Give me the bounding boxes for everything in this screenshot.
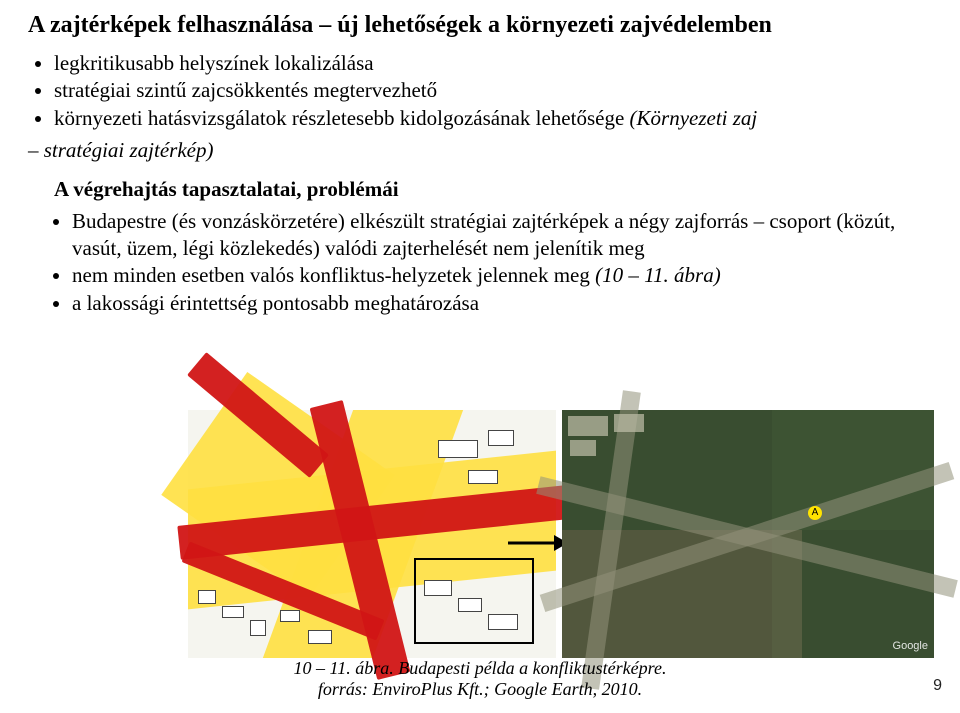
subheading: A végrehajtás tapasztalatai, problémái: [54, 177, 932, 202]
caption-line: forrás: EnviroPlus Kft.; Google Earth, 2…: [318, 679, 642, 699]
slide-title: A zajtérképek felhasználása – új lehetős…: [28, 10, 932, 40]
page-number: 9: [933, 677, 942, 695]
building: [198, 590, 216, 604]
building: [222, 606, 244, 618]
bullet-item: nem minden esetben valós konfliktus-hely…: [72, 262, 932, 289]
roof: [570, 440, 596, 456]
italic-continuation: – stratégiai zajtérkép): [28, 138, 932, 163]
roof: [568, 416, 608, 436]
bullet-item: környezeti hatásvizsgálatok részletesebb…: [54, 105, 932, 132]
building: [438, 440, 478, 458]
slide: A zajtérképek felhasználása – új lehetős…: [0, 0, 960, 713]
bullet-text: környezeti hatásvizsgálatok részletesebb…: [54, 106, 630, 130]
bullet-text: nem minden esetben valós konfliktus-hely…: [72, 263, 595, 287]
figure-caption: 10 – 11. ábra. Budapesti példa a konflik…: [0, 658, 960, 701]
building: [488, 430, 514, 446]
figure-row: A Google: [188, 410, 934, 658]
bullet-em: (10 – 11. ábra): [595, 263, 721, 287]
figure-aerial: A Google: [562, 410, 934, 658]
aerial-brand-label: Google: [893, 640, 928, 652]
italic-text: – stratégiai zajtérkép): [28, 138, 213, 162]
roof: [614, 414, 644, 432]
bullet-item: legkritikusabb helyszínek lokalizálása: [54, 50, 932, 77]
map-marker: A: [808, 506, 822, 520]
building: [308, 630, 332, 644]
bullet-item: Budapestre (és vonzáskörzetére) elkészül…: [72, 208, 932, 263]
bullet-text: Budapestre (és vonzáskörzetére) elkészül…: [72, 209, 895, 260]
caption-line: 10 – 11. ábra. Budapesti példa a konflik…: [294, 658, 667, 678]
arrow-icon: [508, 528, 568, 558]
bullet-item: stratégiai szintű zajcsökkentés megterve…: [54, 77, 932, 104]
figure-noise-map: [188, 410, 556, 658]
building: [468, 470, 498, 484]
bullet-item: a lakossági érintettség pontosabb meghat…: [72, 290, 932, 317]
bullet-text: a lakossági érintettség pontosabb meghat…: [72, 291, 479, 315]
bullet-list-1: legkritikusabb helyszínek lokalizálása s…: [54, 50, 932, 132]
selection-box: [414, 558, 534, 644]
bullet-list-2: Budapestre (és vonzáskörzetére) elkészül…: [72, 208, 932, 317]
building: [250, 620, 266, 636]
bullet-em: (Környezeti zaj: [630, 106, 758, 130]
building: [280, 610, 300, 622]
